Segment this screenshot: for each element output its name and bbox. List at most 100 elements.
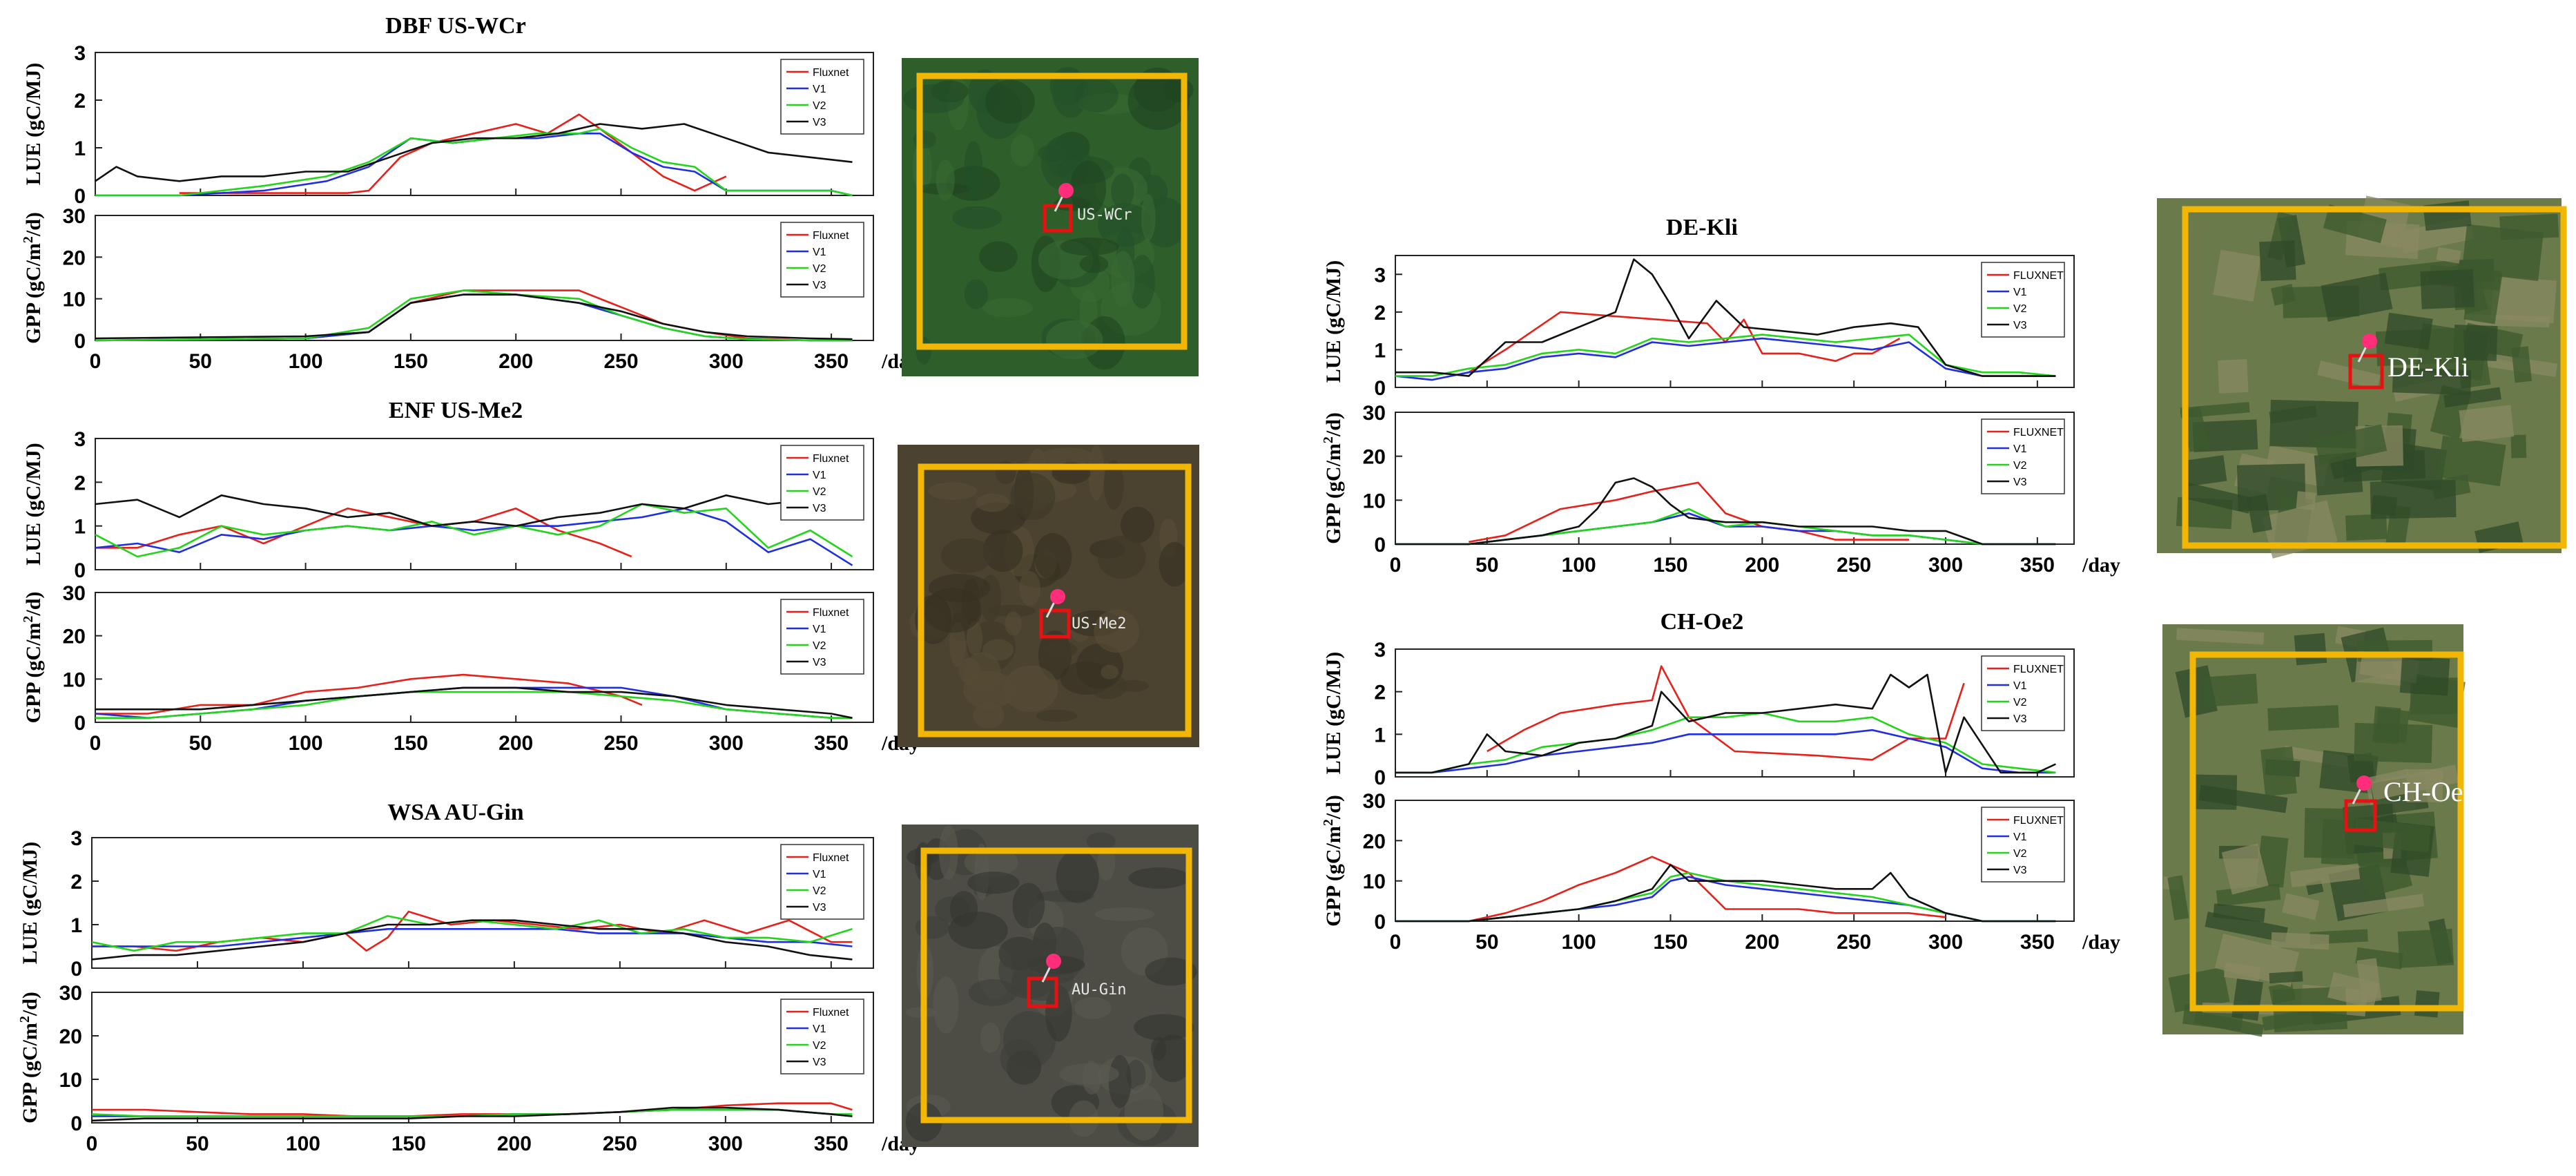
x-tick-label: 100 [286,1132,320,1155]
footprint-frame [920,847,1192,1124]
legend-entry: V3 [813,1057,826,1068]
terrain-patch [928,574,991,602]
series-line-fluxnet [1469,481,1909,543]
terrain-patch [1019,571,1041,606]
y-tick-label: 10 [1363,871,1386,894]
footprint-frame [2189,651,2464,1012]
y-tick-label: 0 [74,330,86,353]
y-axis-label: LUE (gC/MJ) [1322,260,1345,383]
terrain-patch [1141,193,1156,241]
legend-entry: V1 [813,247,826,258]
x-tick-label: 50 [1475,931,1498,954]
terrain-patch [2221,843,2269,895]
y-tick-label: 0 [74,712,86,735]
terrain-patch [915,916,950,939]
terrain-patch [933,976,959,1034]
terrain-patch [964,279,988,309]
terrain-patch [903,84,965,114]
y-tick-label: 0 [70,1112,82,1135]
terrain-patch [985,79,1035,124]
terrain-patch [2259,240,2296,282]
chart-enf-us-me2-lue: 0 1 2 3 LUE (gC/MJ) Fluxnet V1 V2 V3 [22,428,874,582]
site-title-de-kli: DE-Kli [1666,215,1738,240]
terrain-patch [1111,251,1135,307]
legend-entry: V3 [813,503,826,514]
series-line-v3 [1395,477,2056,546]
y-axis-label: GPP (gC/m2/d) [21,592,45,724]
terrain-patch [989,604,1036,617]
series-line-v3 [95,494,853,528]
legend-entry: FLUXNET [2013,664,2064,675]
x-tick-label: 0 [1390,931,1402,954]
legend-entry: V2 [813,885,826,897]
x-tick-label: 50 [189,350,212,373]
x-tick-label: 300 [708,1132,743,1155]
legend-entry: V3 [2013,320,2027,331]
y-tick-label: 0 [1374,911,1386,934]
x-tick-label: 0 [86,1132,98,1155]
terrain-patch [1045,320,1103,360]
terrain-patch [913,130,936,149]
chart-de-kli-lue: 0 1 2 3 LUE (gC/MJ) FLUXNET V1 V2 V3 [1322,255,2075,400]
series-line-v3 [1395,258,2056,377]
legend-entry: V3 [2013,476,2027,488]
terrain-patch [1010,135,1034,167]
legend-entry: V3 [813,280,826,291]
legend-entry: V2 [813,1040,826,1052]
x-tick-label: 250 [603,1132,637,1155]
legend-entry: V1 [2013,287,2027,298]
terrain-patch [1086,832,1116,850]
terrain-patch [2511,346,2533,383]
y-tick-label: 0 [74,559,86,582]
y-tick-label: 30 [1363,402,1386,425]
series-line-v2 [95,691,853,719]
series-line-fluxnet [92,1102,853,1117]
site-titles: DBF US-WCr ENF US-Me2 WSA AU-Gin DE-Kli … [385,13,1743,825]
terrain-patch [2321,273,2393,322]
terrain-patch [2352,818,2431,853]
terrain-patch [982,529,1023,572]
terrain-patch [2356,958,2382,1003]
terrain-patch [1129,254,1155,309]
series-line-v3 [95,686,853,719]
plot-frame [95,592,874,723]
pin-icon [1045,589,1065,618]
series-line-fluxnet [92,910,853,952]
terrain-patch [1060,237,1119,256]
plot-frame [1395,255,2075,388]
x-tick-label: 150 [1653,554,1687,577]
pin-icon [2357,334,2377,363]
legend-entry: V1 [2013,443,2027,455]
x-tick-label: 350 [2020,554,2055,577]
x-tick-label: 350 [814,1132,849,1155]
terrain-patch [1127,72,1190,131]
x-axis-label: /day [2082,554,2120,577]
y-tick-label: 3 [74,42,86,65]
terrain-patch [1044,641,1078,658]
series-line-v3 [95,123,853,182]
terrain-patch [2269,971,2303,984]
series-line-v3 [1395,673,2056,774]
y-axis-label: LUE (gC/MJ) [1322,652,1345,774]
series-line-v2 [91,1108,853,1117]
chart-wsa-au-gin-lue: 0 1 2 3 LUE (gC/MJ) Fluxnet V1 V2 V3 [19,827,874,981]
y-tick-label: 20 [59,1025,82,1048]
y-tick-label: 2 [1374,302,1386,325]
y-tick-label: 0 [1374,767,1386,789]
legend-entry: V2 [2013,460,2027,472]
x-tick-label: 200 [1745,554,1779,577]
series-line-fluxnet [95,673,643,715]
footprint-frame [2182,206,2567,549]
terrain-patch [2182,455,2227,487]
terrain-patch [962,671,1016,710]
plot-frame [91,837,874,969]
terrain-patch [1034,532,1072,581]
x-tick-label: 50 [186,1132,209,1155]
terrain-patch [2510,434,2527,459]
series-line-fluxnet [179,113,727,194]
y-tick-label: 1 [1374,724,1386,746]
x-tick-label: 250 [603,732,638,755]
terrain-patch [928,482,978,500]
